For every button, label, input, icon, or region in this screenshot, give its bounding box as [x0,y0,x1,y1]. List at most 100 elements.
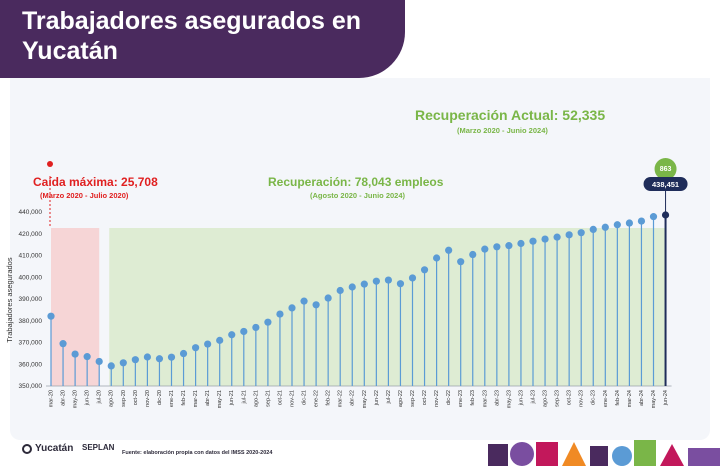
x-tick-label: ene-22 [314,390,320,407]
last-value-label: 438,451 [652,180,679,189]
x-tick-label: abr-23 [494,390,500,406]
x-tick-label: nov-22 [434,390,440,407]
data-point [288,304,296,312]
current-annotation-title: Recuperación Actual: 52,335 [415,107,605,123]
data-point [312,301,320,309]
x-tick-label: jun-20 [85,390,91,406]
x-tick-label: abr-22 [350,390,356,406]
data-point [47,312,55,320]
data-point [493,243,501,251]
x-tick-label: nov-23 [579,390,585,407]
y-tick-label: 440,000 [19,209,43,216]
x-tick-label: sep-21 [265,390,271,407]
y-tick-label: 410,000 [19,253,43,260]
data-point [131,356,139,364]
x-tick-label: jul-20 [97,390,103,404]
data-point [433,254,441,262]
data-point [625,219,634,227]
data-point [107,362,115,370]
y-tick-label: 400,000 [19,274,43,281]
x-tick-label: may-21 [217,390,223,408]
data-point [637,217,646,225]
x-tick-label: oct-23 [567,390,573,405]
y-tick-label: 380,000 [19,318,43,325]
last-change-label: 863 [660,166,672,173]
x-tick-label: ene-21 [169,390,175,407]
x-tick-label: may-22 [362,390,368,408]
decorative-pattern [488,440,720,466]
x-tick-label: dic-23 [591,390,597,405]
chart: 440,000 420,000 410,000 400,000 390,000 380,0… [5,107,688,408]
x-tick-label: may-23 [506,390,512,408]
logo-text: Yucatán [35,443,74,454]
data-point [240,327,248,336]
x-tick-label: may-24 [651,390,657,408]
x-tick-label: feb-21 [181,390,187,406]
x-tick-label: abr-20 [61,390,67,406]
x-tick-label: nov-21 [289,390,295,407]
last-value-badge [643,177,688,191]
page-title: Trabajadores asegurados en Yucatán [22,7,362,65]
y-tick-label: 390,000 [19,296,43,303]
data-point [541,235,549,243]
source-note: Fuente: elaboración propia con datos del… [122,450,273,456]
x-tick-label: sep-20 [121,390,127,407]
data-point [529,237,537,245]
data-point [300,297,308,305]
title-band: Trabajadores asegurados en Yucatán [0,0,405,78]
x-tick-label: mar-20 [48,390,54,407]
x-tick-label: mar-22 [338,390,344,407]
data-point [553,233,561,241]
x-tick-label: dic-22 [446,390,452,405]
data-point [565,231,573,239]
data-point [192,344,200,352]
x-tick-label: ene-24 [603,390,609,407]
x-tick-label: jun-21 [229,390,235,406]
data-point [336,286,344,295]
data-point [276,310,284,318]
x-tick-label: ago-20 [109,390,115,407]
x-tick-label: oct-22 [422,390,428,405]
data-point [324,294,332,302]
decorative-pattern-shapes [488,440,720,466]
data-point [216,336,224,344]
x-tick-label: jun-23 [518,390,524,406]
data-point [95,357,103,366]
data-point [372,277,380,285]
x-tick-label: ago-22 [398,390,404,407]
data-point [348,283,356,291]
x-tick-label: ago-21 [253,390,259,407]
x-tick-label: may-20 [73,390,79,408]
x-tick-label: abr-21 [205,390,211,406]
data-point [445,246,453,254]
data-point [420,266,429,274]
data-point [83,353,91,361]
x-tick-label: oct-21 [277,390,283,405]
data-point [649,213,658,221]
x-tick-label: mar-21 [193,390,199,407]
data-point [577,229,585,237]
x-tick-label: jul-21 [241,390,247,404]
y-axis-label: Trabajadores asegurados [5,257,14,342]
data-point [155,355,164,363]
x-tick-label: feb-23 [470,390,476,406]
data-point [119,359,127,367]
yucatan-logo-icon [22,444,32,454]
data-point [396,280,405,288]
data-point [179,349,188,358]
x-tick-label: ago-23 [543,390,549,407]
x-tick-label: jun-24 [663,390,669,406]
x-tick-label: dic-21 [302,390,308,405]
x-tick-label: oct-20 [133,390,139,405]
last-change-badge [654,158,677,180]
recovery-zone [109,228,666,386]
data-point [457,258,465,266]
data-point [589,225,597,233]
x-tick-label: feb-24 [615,390,621,406]
data-point [408,274,417,282]
data-point [167,353,176,361]
recovery-annotation-subtitle: (Agosto 2020 - Junio 2024) [310,191,406,200]
y-tick-label: 350,000 [19,383,43,390]
data-point [204,340,212,348]
data-point [384,276,392,284]
